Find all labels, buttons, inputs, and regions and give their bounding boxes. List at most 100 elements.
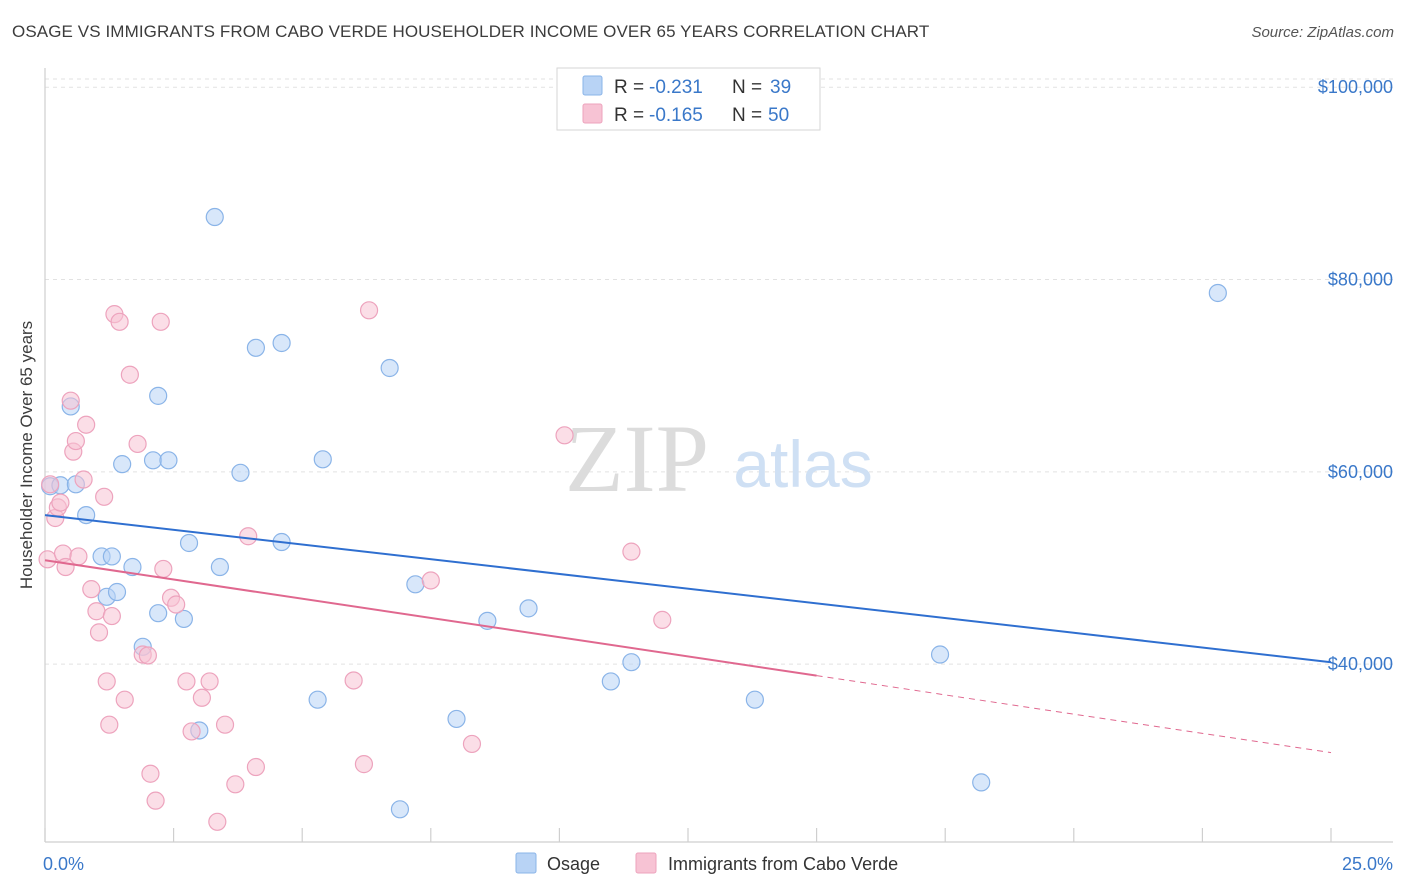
- cabo-verde-point: [115, 690, 134, 709]
- osage-r-label: R =: [614, 77, 644, 98]
- cabo-verde-point: [138, 646, 157, 665]
- cabo-verde-point: [151, 312, 170, 331]
- watermark-atlas: atlas: [733, 427, 872, 501]
- cabo-verde-point: [246, 757, 266, 777]
- osage-point: [1208, 283, 1227, 303]
- osage-point: [231, 463, 250, 482]
- cabo-verde-point: [215, 715, 235, 734]
- cabo-verde-point: [61, 391, 80, 410]
- legend-cabo-swatch: [635, 852, 657, 874]
- cabo-verde-point: [226, 775, 245, 794]
- y-tick-label: $60,000: [1328, 462, 1393, 482]
- cabo-verde-point: [344, 671, 363, 690]
- y-tick-label: $40,000: [1328, 654, 1393, 674]
- cabo-verde-point: [354, 755, 374, 774]
- osage-point: [622, 653, 641, 672]
- source-credit: Source: ZipAtlas.com: [1251, 24, 1394, 41]
- osage-point: [149, 604, 168, 623]
- cabo-verde-point: [177, 672, 196, 691]
- cabo-n-label: N =: [732, 105, 762, 126]
- cabo-verde-point: [208, 812, 227, 831]
- osage-point: [447, 709, 466, 729]
- osage-point: [107, 582, 127, 602]
- grid-layer: [45, 78, 1393, 665]
- cabo-verde-point: [146, 791, 165, 810]
- osage-point: [143, 451, 163, 470]
- osage-point: [159, 451, 178, 470]
- osage-point: [179, 533, 199, 553]
- cabo-verde-point: [82, 580, 101, 599]
- osage-r-value: -0.231: [649, 77, 703, 98]
- osage-point: [308, 690, 327, 709]
- cabo-verde-point: [622, 542, 641, 561]
- cabo-verde-point: [167, 595, 186, 614]
- osage-point: [123, 557, 142, 577]
- cabo-verde-point: [200, 672, 219, 691]
- osage-n-label: N =: [732, 77, 762, 98]
- cabo-verde-point: [120, 365, 139, 384]
- cabo-verde-point: [182, 722, 201, 741]
- cabo-verde-point: [74, 470, 93, 489]
- cabo-r-value: -0.165: [649, 105, 703, 126]
- osage-point: [313, 450, 332, 469]
- cabo-verde-point: [41, 475, 60, 494]
- cabo-verde-point: [89, 623, 109, 642]
- cabo-verde-point: [97, 672, 116, 691]
- legend-cabo-label: Immigrants from Cabo Verde: [668, 854, 898, 874]
- legend-osage-swatch: [515, 852, 537, 874]
- cabo-r-label: R =: [614, 105, 644, 126]
- cabo-verde-point: [51, 493, 70, 512]
- osage-point: [102, 547, 121, 566]
- cabo-verde-point: [421, 571, 440, 590]
- cabo-verde-point: [239, 527, 258, 546]
- cabo-verde-point: [653, 610, 672, 629]
- osage-legend-swatch: [582, 75, 603, 96]
- cabo-verde-point: [95, 487, 114, 506]
- cabo-verde-trend-line: [44, 559, 817, 677]
- osage-point: [174, 609, 193, 629]
- cabo-verde-point: [38, 550, 57, 569]
- cabo-verde-point: [69, 547, 88, 566]
- watermark-zip: ZIP: [565, 405, 709, 512]
- cabo-verde-point: [462, 734, 482, 754]
- x-tick-label-start: 0.0%: [43, 854, 84, 874]
- cabo-verde-point: [359, 301, 379, 320]
- osage-point: [210, 557, 229, 577]
- cabo-verde-point: [100, 715, 119, 734]
- osage-point: [972, 773, 991, 792]
- correlation-legend: R = -0.231 N = 39 R = -0.165 N = 50: [556, 67, 821, 131]
- cabo-verde-point: [154, 559, 173, 579]
- cabo-verde-point: [87, 602, 106, 621]
- cabo-verde-point: [128, 434, 147, 454]
- osage-point: [246, 338, 266, 357]
- osage-point: [930, 645, 950, 664]
- points-layer: [38, 207, 1227, 831]
- osage-point: [380, 358, 399, 378]
- legend-osage-label: Osage: [547, 854, 600, 874]
- osage-point: [745, 690, 764, 709]
- osage-point: [113, 455, 132, 474]
- trend-layer: [44, 514, 1332, 754]
- axes-layer: $40,000 $60,000 $80,000 $100,000 0.0% 25.0%: [43, 68, 1393, 874]
- series-legend: Osage Immigrants from Cabo Verde: [515, 852, 898, 874]
- osage-point: [205, 207, 224, 227]
- cabo-verde-point: [110, 312, 129, 331]
- y-tick-label: $80,000: [1328, 270, 1393, 290]
- osage-trend-line: [44, 514, 1332, 664]
- chart-title: OSAGE VS IMMIGRANTS FROM CABO VERDE HOUS…: [12, 22, 930, 41]
- cabo-verde-point: [192, 688, 211, 707]
- cabo-n-value: 50: [768, 105, 789, 126]
- osage-point: [272, 333, 291, 353]
- cabo-verde-point: [102, 606, 121, 626]
- osage-point: [601, 672, 620, 691]
- osage-point: [149, 386, 168, 405]
- y-tick-label: $100,000: [1318, 77, 1393, 97]
- osage-n-value: 39: [770, 77, 791, 98]
- cabo-verde-point: [66, 431, 85, 451]
- cabo-verde-trend-extension: [816, 675, 1332, 754]
- cabo-legend-swatch: [582, 103, 603, 124]
- cabo-verde-point: [141, 764, 160, 783]
- cabo-verde-point: [77, 415, 96, 434]
- x-tick-label-end: 25.0%: [1342, 854, 1393, 874]
